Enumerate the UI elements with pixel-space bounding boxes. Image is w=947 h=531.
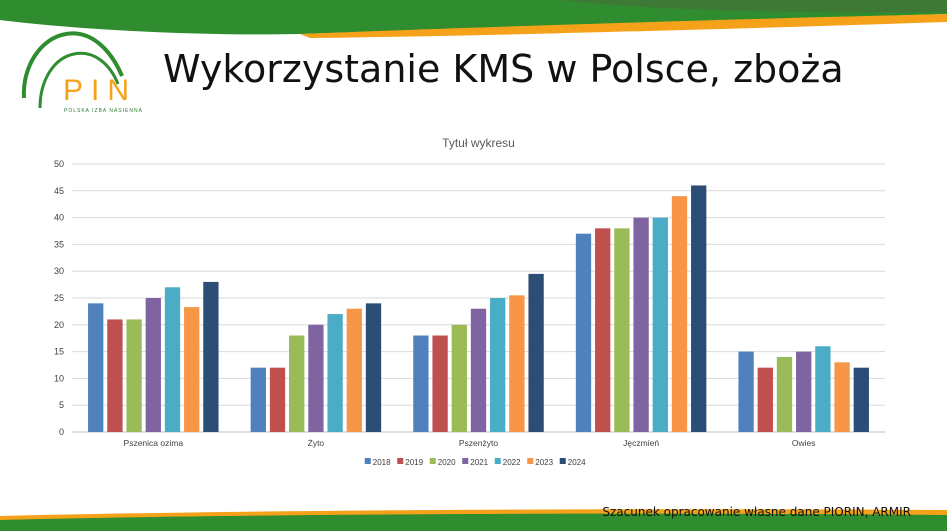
y-tick-label: 15 — [54, 347, 64, 357]
bar-2023-5 — [834, 362, 850, 432]
bar-2018-5 — [738, 351, 754, 432]
category-label: Pszenżyto — [459, 438, 498, 448]
legend-label-2022: 2022 — [503, 458, 521, 467]
legend-swatch-2019 — [397, 458, 404, 464]
bar-2018-3 — [413, 335, 429, 432]
top-banner — [0, 0, 947, 38]
bar-2024-4 — [691, 185, 707, 432]
y-tick-label: 40 — [54, 213, 64, 223]
bar-2022-4 — [652, 217, 668, 432]
category-label: Owies — [792, 438, 816, 448]
bar-2018-1 — [88, 303, 104, 432]
bar-2021-5 — [796, 351, 812, 432]
bar-2020-4 — [614, 228, 630, 432]
bar-2021-1 — [145, 298, 161, 432]
bar-2022-3 — [490, 298, 506, 432]
bar-2020-3 — [451, 324, 467, 432]
bar-2019-3 — [432, 335, 448, 432]
chart-title: Tytuł wykresu — [442, 136, 515, 150]
legend-swatch-2020 — [429, 458, 436, 464]
category-label: Żyto — [308, 438, 325, 448]
y-tick-label: 45 — [54, 186, 64, 196]
y-tick-label: 35 — [54, 239, 64, 249]
bar-2019-1 — [107, 319, 123, 432]
bar-2023-2 — [346, 308, 362, 432]
bar-2023-4 — [671, 196, 688, 432]
source-footnote: Szacunek opracowanie własne dane PIORIN,… — [602, 505, 911, 519]
y-tick-label: 30 — [54, 266, 64, 276]
bottom-banner — [0, 509, 947, 531]
logo-subtitle: POLSKA IZBA NASIENNA — [64, 108, 143, 114]
bar-2018-4 — [575, 233, 592, 432]
legend-swatch-2024 — [559, 458, 566, 464]
legend-label-2024: 2024 — [568, 458, 586, 467]
legend-swatch-2021 — [462, 458, 469, 464]
legend-swatch-2023 — [527, 458, 534, 464]
bar-2024-5 — [853, 367, 869, 432]
bar-2020-2 — [289, 335, 305, 432]
bar-2022-2 — [327, 314, 343, 432]
y-tick-label: 25 — [54, 293, 64, 303]
legend-label-2021: 2021 — [470, 458, 488, 467]
bar-2019-5 — [757, 367, 773, 432]
y-tick-label: 20 — [54, 320, 64, 330]
bar-2020-1 — [126, 319, 142, 432]
bar-2023-1 — [184, 307, 200, 432]
bar-2022-5 — [815, 346, 831, 432]
bar-2018-2 — [250, 367, 266, 432]
bar-2021-2 — [308, 324, 324, 432]
bar-2019-2 — [269, 367, 286, 432]
bar-2021-3 — [470, 308, 487, 432]
y-tick-label: 5 — [59, 400, 64, 410]
category-label: Pszenica ozima — [124, 438, 184, 448]
y-tick-label: 10 — [54, 373, 64, 383]
y-tick-label: 50 — [54, 159, 64, 169]
bar-2019-4 — [595, 228, 611, 432]
bar-2024-1 — [203, 281, 219, 432]
bar-2024-2 — [365, 303, 382, 432]
legend-swatch-2022 — [494, 458, 501, 464]
bar-2021-4 — [633, 217, 649, 432]
slide-title: Wykorzystanie KMS w Polsce, zboża — [163, 47, 844, 91]
legend-label-2020: 2020 — [438, 458, 456, 467]
bar-2023-3 — [509, 295, 525, 432]
legend-swatch-2018 — [364, 458, 371, 464]
legend-label-2019: 2019 — [405, 458, 423, 467]
category-label: Jęczmień — [623, 438, 659, 448]
legend-label-2018: 2018 — [373, 458, 391, 467]
legend-label-2023: 2023 — [535, 458, 553, 467]
bar-2020-5 — [776, 356, 793, 432]
logo-arc-icon — [21, 31, 124, 109]
logo-text: PIN — [63, 74, 138, 107]
y-tick-label: 0 — [59, 427, 64, 437]
bar-2024-3 — [528, 273, 544, 432]
bar-2022-1 — [164, 287, 181, 432]
